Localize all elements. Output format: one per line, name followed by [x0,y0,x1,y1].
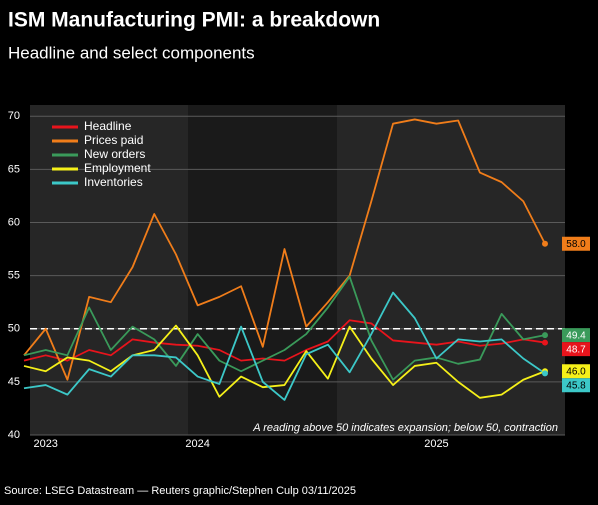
value-label-box [562,364,590,379]
year-band [30,105,188,435]
y-tick-label: 40 [8,429,20,441]
legend-label: Inventories [84,175,143,189]
y-tick-label: 65 [8,163,20,175]
chart-subtitle: Headline and select components [8,43,255,62]
end-dot [542,332,548,339]
value-label-box [562,342,590,357]
legend-label: Employment [84,161,151,175]
y-tick-label: 50 [8,323,20,335]
value-label: 58.0 [566,239,586,250]
value-label-box [562,328,590,343]
x-tick-label: 2024 [185,438,209,450]
legend-label: Headline [84,119,132,133]
year-band [337,105,565,435]
value-label: 46.0 [566,366,586,377]
legend-label: New orders [84,147,145,161]
y-tick-label: 45 [8,376,20,388]
y-tick-label: 55 [8,270,20,282]
value-label: 48.7 [566,344,586,355]
value-label-box [562,378,590,393]
series-line [23,118,546,381]
year-band [188,105,337,435]
end-dot [542,339,548,346]
chart-title: ISM Manufacturing PMI: a breakdown [8,9,380,32]
series-line [23,291,546,401]
annotation: A reading above 50 indicates expansion; … [252,422,558,434]
y-tick-label: 70 [8,110,20,122]
value-label: 45.8 [566,380,586,391]
x-tick-label: 2023 [33,438,57,450]
series-line [23,319,546,362]
source: Source: LSEG Datastream — Reuters graphi… [4,485,356,497]
series-line [23,275,546,381]
legend-label: Prices paid [84,133,143,147]
y-tick-label: 60 [8,216,20,228]
value-label-box [562,236,590,251]
value-label: 49.4 [566,330,586,341]
series-line [23,324,546,399]
end-dot [542,370,548,377]
end-dot [542,240,548,247]
x-tick-label: 2025 [424,438,448,450]
